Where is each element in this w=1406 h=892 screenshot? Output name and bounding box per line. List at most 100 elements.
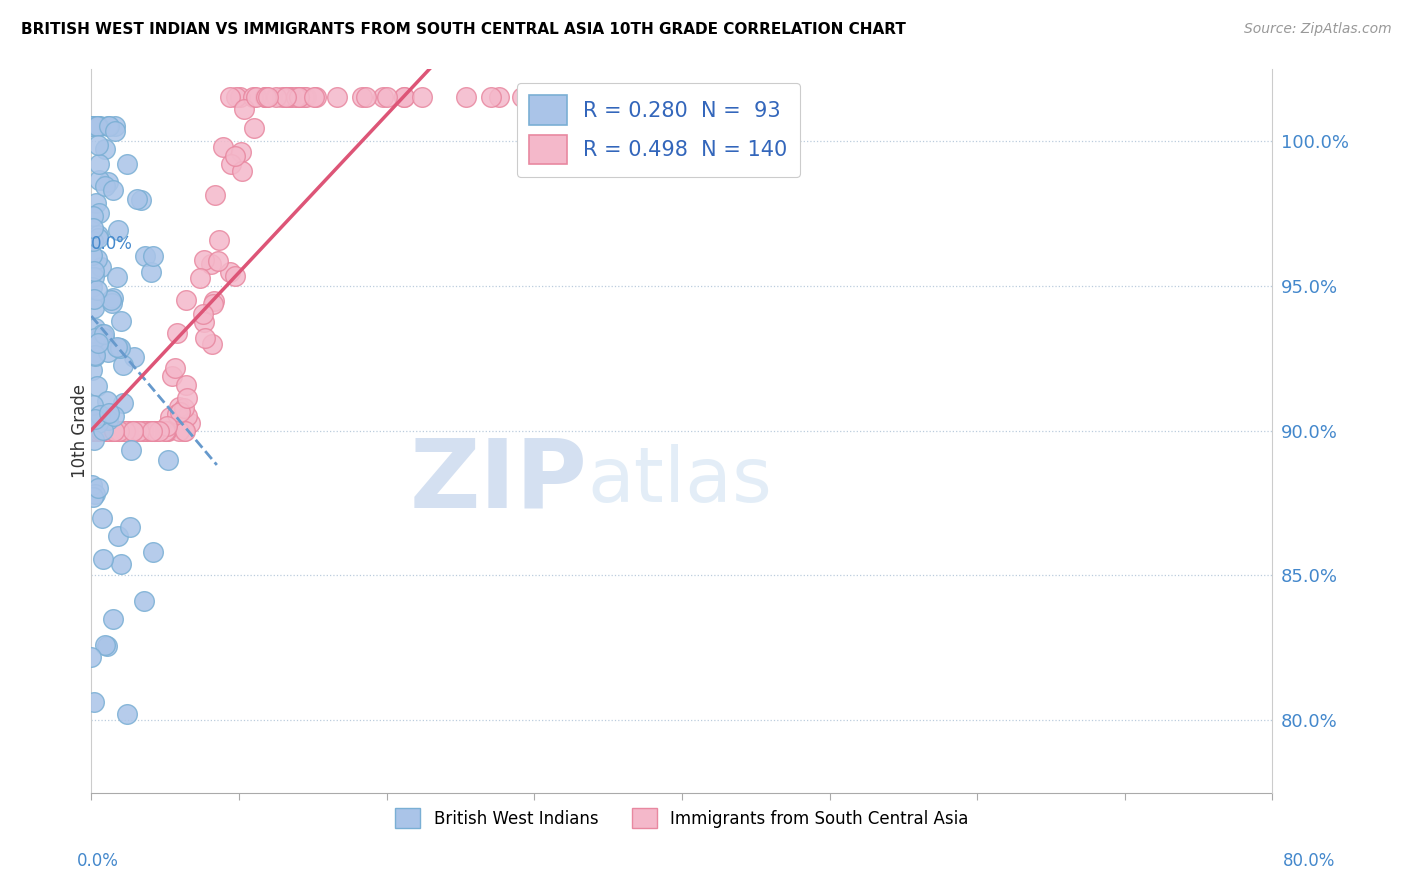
Point <box>86 379 108 393</box>
Point <box>278 90 301 104</box>
Point <box>253 90 276 104</box>
Point <box>100 424 122 438</box>
Point <box>89 173 111 187</box>
Point <box>93 423 115 437</box>
Point <box>156 419 179 434</box>
Point <box>141 424 163 438</box>
Point <box>84 412 107 426</box>
Point <box>193 315 215 329</box>
Point <box>224 149 246 163</box>
Point <box>93 424 115 438</box>
Point <box>176 409 198 423</box>
Point <box>115 424 138 438</box>
Point <box>86 424 108 438</box>
Point <box>114 424 136 438</box>
Point <box>411 90 433 104</box>
Point <box>103 424 125 438</box>
Point <box>254 90 277 104</box>
Point <box>89 157 111 171</box>
Point <box>264 90 287 104</box>
Point <box>110 557 132 571</box>
Point <box>169 405 191 419</box>
Point <box>202 294 225 309</box>
Point <box>219 90 242 104</box>
Point <box>128 424 150 438</box>
Point <box>155 424 177 438</box>
Point <box>98 406 121 420</box>
Point <box>201 336 224 351</box>
Point <box>302 90 325 104</box>
Point <box>155 424 177 438</box>
Point <box>84 196 107 211</box>
Point <box>143 424 166 438</box>
Point <box>224 268 246 283</box>
Point <box>115 707 138 722</box>
Point <box>284 90 307 104</box>
Point <box>80 280 103 294</box>
Point <box>173 424 195 438</box>
Point <box>270 90 292 104</box>
Point <box>191 307 214 321</box>
Point <box>125 193 148 207</box>
Point <box>392 90 415 104</box>
Point <box>80 650 103 665</box>
Point <box>97 120 120 134</box>
Point <box>245 90 267 104</box>
Point <box>83 301 105 315</box>
Point <box>111 424 134 438</box>
Point <box>523 90 546 104</box>
Point <box>82 209 104 223</box>
Point <box>101 424 124 438</box>
Point <box>232 102 254 116</box>
Point <box>107 223 129 237</box>
Point <box>157 452 180 467</box>
Point <box>82 424 104 438</box>
Point <box>139 265 162 279</box>
Text: ZIP: ZIP <box>409 434 588 528</box>
Point <box>83 345 105 359</box>
Point <box>86 424 108 438</box>
Point <box>142 249 165 263</box>
Point <box>111 396 134 410</box>
Y-axis label: 10th Grade: 10th Grade <box>72 384 89 477</box>
Point <box>112 424 135 438</box>
Point <box>84 424 107 438</box>
Point <box>107 424 129 438</box>
Point <box>97 176 120 190</box>
Point <box>82 120 104 134</box>
Point <box>488 90 510 104</box>
Point <box>101 611 124 625</box>
Point <box>107 424 129 438</box>
Point <box>93 424 115 438</box>
Point <box>90 511 112 525</box>
Point <box>148 424 170 438</box>
Point <box>375 90 398 104</box>
Point <box>274 90 297 104</box>
Point <box>83 331 105 345</box>
Point <box>231 164 253 178</box>
Point <box>82 424 104 438</box>
Point <box>82 220 104 235</box>
Point <box>166 326 188 340</box>
Point <box>101 424 124 438</box>
Point <box>107 341 129 355</box>
Text: 0.0%: 0.0% <box>77 852 120 870</box>
Point <box>87 227 110 242</box>
Point <box>253 90 276 104</box>
Text: atlas: atlas <box>588 444 772 518</box>
Point <box>84 120 107 134</box>
Point <box>134 249 156 263</box>
Point <box>100 424 122 438</box>
Point <box>132 593 155 607</box>
Point <box>114 424 136 438</box>
Point <box>350 90 373 104</box>
Point <box>392 90 415 104</box>
Point <box>86 334 108 348</box>
Point <box>82 424 104 438</box>
Point <box>295 90 318 104</box>
Point <box>148 424 170 438</box>
Point <box>176 391 198 405</box>
Point <box>108 424 131 438</box>
Point <box>107 529 129 543</box>
Point <box>105 270 128 285</box>
